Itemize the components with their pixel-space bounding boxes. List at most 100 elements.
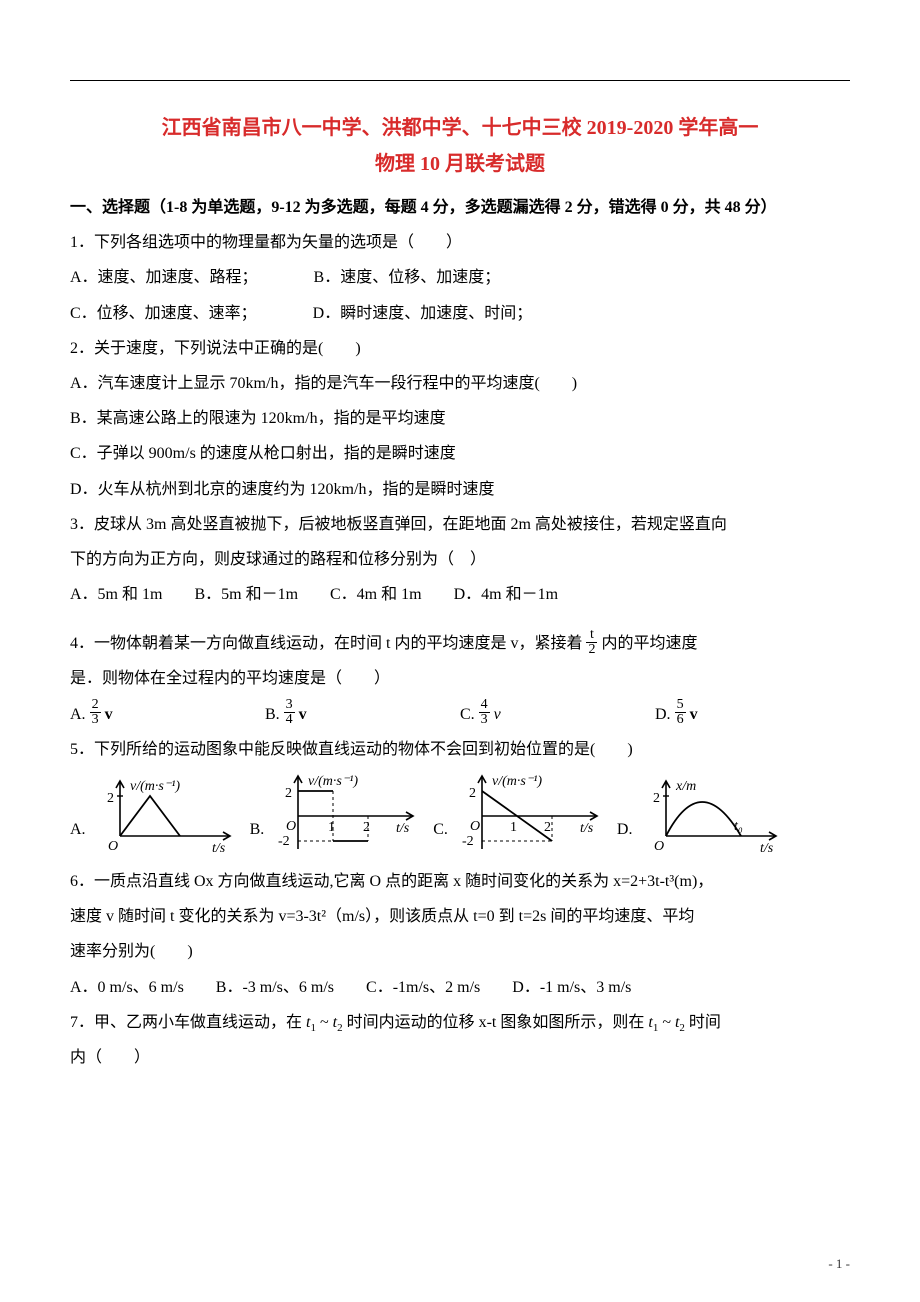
q4-b-post: v <box>299 706 307 723</box>
q4-opt-c: C. 4 3 v <box>460 697 655 732</box>
q7-stem-1: 7．甲、乙两小车做直线运动，在 t1 ~ t2 时间内运动的位移 x-t 图象如… <box>70 1005 850 1040</box>
q2-opt-c: C．子弹以 900m/s 的速度从枪口射出，指的是瞬时速度 <box>70 436 850 471</box>
q7-tilde: ~ <box>320 1014 329 1031</box>
q1-stem: 1．下列各组选项中的物理量都为矢量的选项是（ ） <box>70 225 850 260</box>
q4-a-post: v <box>105 706 113 723</box>
x-tick-2: 2 <box>544 820 551 835</box>
q4-stem-2: 是．则物体在全过程内的平均速度是（ ） <box>70 661 850 696</box>
q6-stem-2: 速度 v 随时间 t 变化的关系为 v=3‑3t²（m/s），则该质点从 t=0… <box>70 899 850 934</box>
q4-stem1-pre: 4．一物体朝着某一方向做直线运动，在时间 t 内的平均速度是 v，紧接着 <box>70 635 582 652</box>
q2-opt-a: A．汽车速度计上显示 70km/h，指的是汽车一段行程中的平均速度( ) <box>70 366 850 401</box>
q3-opts: A．5m 和 1m B．5m 和－1m C．4m 和 1m D．4m 和－1m <box>70 577 850 612</box>
q7-mid: 时间内运动的位移 x-t 图象如图所示，则在 <box>347 1014 649 1031</box>
spacer <box>70 612 850 626</box>
q5-chart-b-cell: B. v/(m·s⁻¹) 2 -2 O t/s 1 2 <box>250 771 424 856</box>
x-label: t/s <box>760 841 774 856</box>
frac-num: 5 <box>675 698 686 713</box>
q7-pre: 7．甲、乙两小车做直线运动，在 <box>70 1014 306 1031</box>
q7-tilde-b: ~ <box>662 1014 671 1031</box>
top-rule <box>70 80 850 81</box>
q5-label-c: C. <box>433 822 448 856</box>
page-number: - 1 - <box>828 1256 850 1272</box>
frac-num: 2 <box>90 698 101 713</box>
q4-opt-b: B. 3 4 v <box>265 697 460 732</box>
fraction-t-over-2: t 2 <box>586 628 597 657</box>
frac-den: 3 <box>90 713 101 727</box>
q6-opts: A．0 m/s、6 m/s B．‑3 m/s、6 m/s C．‑1m/s、2 m… <box>70 970 850 1005</box>
q4-a-pre: A. <box>70 706 90 723</box>
q4-stem-1: 4．一物体朝着某一方向做直线运动，在时间 t 内的平均速度是 v，紧接着 t 2… <box>70 626 850 661</box>
q4-stem1-post: 内的平均速度 <box>601 635 697 652</box>
frac-num: 4 <box>479 698 490 713</box>
x-tick-1: 1 <box>328 820 335 835</box>
q2-opt-b: B．某高速公路上的限速为 120km/h，指的是平均速度 <box>70 401 850 436</box>
q4-c-pre: C. <box>460 706 479 723</box>
q4-b-pre: B. <box>265 706 284 723</box>
q5-chart-d-cell: D. x/m 2 O t₀ t/s <box>617 776 787 856</box>
y-label: v/(m·s⁻¹) <box>308 774 358 789</box>
y-tick: 2 <box>107 791 114 806</box>
q5-label-d: D. <box>617 822 633 856</box>
q3-stem-1: 3．皮球从 3m 高处竖直被抛下，后被地板竖直弹回，在距地面 2m 高处被接住，… <box>70 507 850 542</box>
y-tick-pos: 2 <box>469 786 476 801</box>
q5-chart-c: v/(m·s⁻¹) 2 -2 O t/s 1 2 <box>452 771 607 856</box>
frac-num: 3 <box>284 698 295 713</box>
q4-opt-d: D. 5 6 v <box>655 697 850 732</box>
x-label: t/s <box>580 821 594 836</box>
q4-d-pre: D. <box>655 706 675 723</box>
frac-den: 4 <box>284 713 295 727</box>
y-tick-neg: -2 <box>278 834 290 849</box>
q7-t1-sub: 1 <box>310 1022 316 1034</box>
q1-opts-row1: A．速度、加速度、路程； B．速度、位移、加速度； <box>70 260 850 295</box>
q1-opts-row2: C．位移、加速度、速率； D．瞬时速度、加速度、时间； <box>70 296 850 331</box>
q5-chart-c-cell: C. v/(m·s⁻¹) 2 -2 O t/s 1 2 <box>433 771 607 856</box>
origin-label: O <box>654 839 664 854</box>
q5-chart-d: x/m 2 O t₀ t/s <box>636 776 786 856</box>
q4-opt-a: A. 2 3 v <box>70 697 265 732</box>
title-line-1: 江西省南昌市八一中学、洪都中学、十七中三校 2019-2020 学年高一 <box>70 109 850 147</box>
origin-label: O <box>286 819 296 834</box>
q7-post: 时间 <box>689 1014 721 1031</box>
fraction-3-4: 3 4 <box>284 698 295 727</box>
q4-d-post: v <box>690 706 698 723</box>
y-label: x/m <box>675 779 696 794</box>
origin-label: O <box>470 819 480 834</box>
q2-opt-d: D．火车从杭州到北京的速度约为 120km/h，指的是瞬时速度 <box>70 472 850 507</box>
q2-stem: 2．关于速度，下列说法中正确的是( ) <box>70 331 850 366</box>
q7-t2-sub-b: 2 <box>679 1022 685 1034</box>
q7-t2-sub: 2 <box>337 1022 343 1034</box>
q5-label-a: A. <box>70 822 86 856</box>
q5-charts: A. v/(m·s⁻¹) 2 O t/s B. <box>70 771 850 856</box>
q5-label-b: B. <box>250 822 265 856</box>
origin-label: O <box>108 839 118 854</box>
x-label: t/s <box>396 821 410 836</box>
q3-stem-2: 下的方向为正方向，则皮球通过的路程和位移分别为（ ） <box>70 542 850 577</box>
fraction-2-3: 2 3 <box>90 698 101 727</box>
frac-num: t <box>586 628 597 643</box>
q4-c-post: v <box>494 706 501 723</box>
x-label: t/s <box>212 841 226 856</box>
q5-chart-b: v/(m·s⁻¹) 2 -2 O t/s 1 2 <box>268 771 423 856</box>
frac-den: 2 <box>586 643 597 657</box>
y-tick-neg: -2 <box>462 834 474 849</box>
frac-den: 6 <box>675 713 686 727</box>
frac-den: 3 <box>479 713 490 727</box>
q5-stem: 5．下列所给的运动图象中能反映做直线运动的物体不会回到初始位置的是( ) <box>70 732 850 767</box>
y-label: v/(m·s⁻¹) <box>130 779 180 794</box>
fraction-5-6: 5 6 <box>675 698 686 727</box>
section-header: 一、选择题（1-8 为单选题，9-12 为多选题，每题 4 分，多选题漏选得 2… <box>70 190 850 225</box>
q6-stem-3: 速率分别为( ) <box>70 934 850 969</box>
y-tick: 2 <box>653 791 660 806</box>
q5-chart-a: v/(m·s⁻¹) 2 O t/s <box>90 776 240 856</box>
q5-chart-a-cell: A. v/(m·s⁻¹) 2 O t/s <box>70 776 240 856</box>
x-tick-1: 1 <box>510 820 517 835</box>
x-tick-2: 2 <box>363 820 370 835</box>
q7-stem-2: 内（ ） <box>70 1040 850 1075</box>
q4-options: A. 2 3 v B. 3 4 v C. 4 3 v D. <box>70 697 850 732</box>
y-label: v/(m·s⁻¹) <box>492 774 542 789</box>
page: 江西省南昌市八一中学、洪都中学、十七中三校 2019-2020 学年高一 物理 … <box>0 0 920 1302</box>
q6-stem-1: 6．一质点沿直线 Ox 方向做直线运动,它离 O 点的距离 x 随时间变化的关系… <box>70 864 850 899</box>
q7-t1-sub-b: 1 <box>653 1022 659 1034</box>
title-line-2: 物理 10 月联考试题 <box>70 147 850 176</box>
fraction-4-3: 4 3 <box>479 698 490 727</box>
